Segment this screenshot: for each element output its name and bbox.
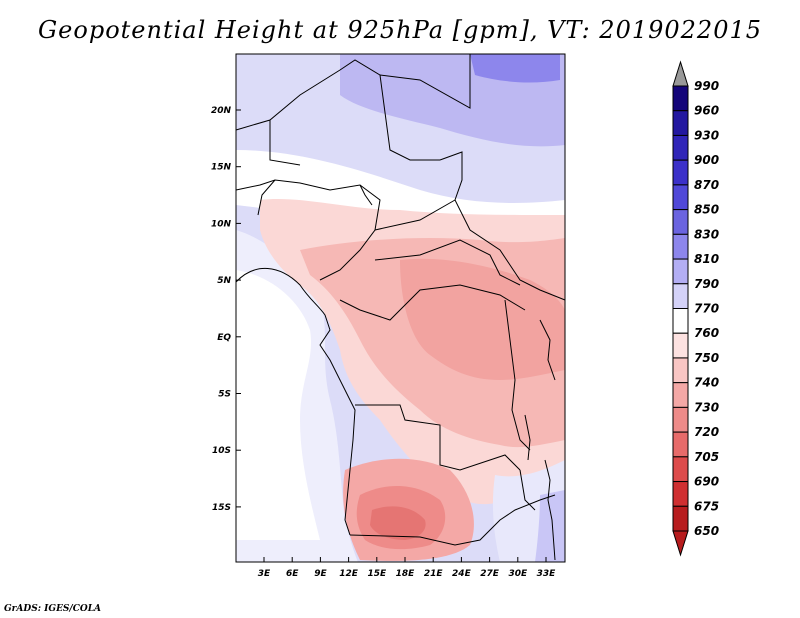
lat-tick-label: 10S	[212, 446, 231, 456]
colorbar-swatch	[672, 233, 689, 260]
lat-tick-label: 5S	[218, 390, 231, 400]
lat-tick-label: 15S	[212, 503, 231, 513]
colorbar-level-label: 750	[694, 351, 719, 365]
lon-tick-label: 33E	[537, 569, 557, 579]
colorbar-level-label: 810	[694, 252, 719, 266]
colorbar-top-arrow	[672, 60, 689, 87]
colorbar-level-label: 760	[694, 326, 719, 340]
colorbar-level-label: 870	[694, 178, 719, 192]
lon-tick-label: 30E	[508, 569, 528, 579]
longitude-axis: 3E 6E 9E 12E 15E 18E 21E 24E 27E 30E 33E	[258, 557, 556, 579]
colorbar-level-label: 705	[694, 450, 719, 464]
colorbar-level-label: 720	[694, 425, 719, 439]
colorbar-level-label: 740	[694, 376, 719, 390]
colorbar-swatch	[672, 134, 689, 161]
colorbar-swatch	[672, 184, 689, 211]
colorbar-level-label: 650	[694, 524, 719, 538]
colorbar-swatch	[672, 505, 689, 532]
colorbar-level-label: 790	[694, 277, 719, 291]
colorbar-level-label: 675	[694, 499, 719, 513]
colorbar-swatch	[672, 308, 689, 334]
colorbar-swatch	[672, 456, 689, 483]
lon-tick-label: 21E	[424, 569, 444, 579]
map-field	[236, 54, 565, 562]
colorbar: 990 960 930 900 870 850 830 810 790 770 760 750 740 7…	[672, 60, 719, 557]
map-figure: 3E 6E 9E 12E 15E 18E 21E 24E 27E 30E 33E 20N 15N 10N…	[211, 53, 719, 579]
grads-credit: GrADS: IGES/COLA	[4, 604, 102, 614]
colorbar-swatch	[672, 283, 689, 309]
colorbar-level-label: 990	[694, 79, 719, 93]
colorbar-swatch	[672, 332, 689, 359]
lon-tick-label: 24E	[452, 569, 472, 579]
lat-tick-label: 20N	[211, 106, 232, 116]
political-borders	[235, 54, 566, 561]
colorbar-swatch	[672, 481, 689, 507]
map-frame	[235, 53, 566, 563]
colorbar-level-label: 960	[694, 104, 719, 118]
colorbar-level-label: 830	[694, 227, 719, 241]
colorbar-swatch	[672, 406, 689, 433]
colorbar-level-label: 690	[694, 475, 719, 489]
lat-tick-label: EQ	[217, 333, 231, 343]
lon-tick-label: 18E	[396, 569, 416, 579]
colorbar-swatch	[672, 85, 689, 112]
colorbar-level-label: 730	[694, 400, 719, 414]
colorbar-level-label: 770	[694, 302, 719, 316]
latitude-axis: 20N 15N 10N 5N EQ 5S 10S 15S	[211, 106, 241, 513]
lon-tick-label: 3E	[258, 569, 271, 579]
lon-tick-label: 12E	[339, 569, 359, 579]
colorbar-level-label: 850	[694, 203, 719, 217]
lat-tick-label: 15N	[211, 163, 232, 173]
colorbar-bottom-arrow	[672, 530, 689, 557]
colorbar-swatch	[672, 258, 689, 285]
lon-tick-label: 15E	[367, 569, 387, 579]
colorbar-level-label: 930	[694, 128, 719, 142]
lat-tick-label: 5N	[217, 276, 231, 286]
colorbar-swatch	[672, 209, 689, 235]
lon-tick-label: 9E	[314, 569, 327, 579]
lat-tick-label: 10N	[211, 219, 232, 229]
colorbar-swatch	[672, 357, 689, 384]
colorbar-swatch	[672, 110, 689, 136]
lon-tick-label: 27E	[480, 569, 500, 579]
colorbar-swatch	[672, 382, 689, 408]
lon-tick-label: 6E	[286, 569, 299, 579]
colorbar-swatch	[672, 159, 689, 186]
chart-title: Geopotential Height at 925hPa [gpm], VT:…	[38, 16, 762, 44]
colorbar-swatch	[672, 431, 689, 458]
colorbar-level-label: 900	[694, 153, 719, 167]
